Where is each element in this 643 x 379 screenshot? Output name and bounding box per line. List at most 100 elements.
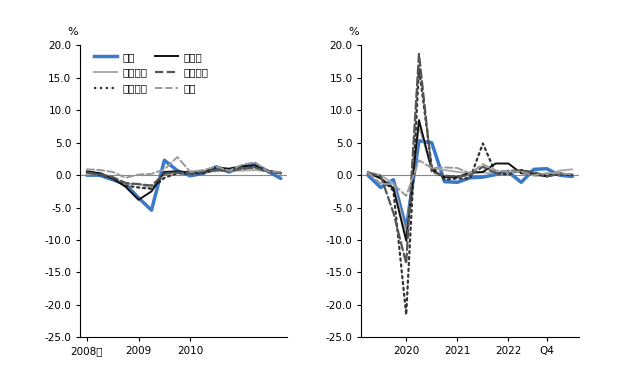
ドイツ	[161, 170, 168, 174]
韓国	[186, 170, 194, 174]
Line: ドイツ: ドイツ	[87, 166, 281, 200]
Line: 韓国: 韓国	[87, 157, 281, 178]
イギリス	[83, 170, 91, 174]
日本	[225, 170, 233, 174]
Text: %: %	[349, 27, 359, 37]
韓国	[199, 168, 207, 172]
イギリス	[251, 165, 258, 170]
イギリス	[264, 169, 272, 174]
フランス	[122, 181, 129, 185]
Text: %: %	[68, 27, 78, 37]
アメリカ	[122, 182, 129, 186]
Line: フランス: フランス	[87, 168, 281, 186]
フランス	[225, 169, 233, 174]
日本	[134, 196, 142, 200]
アメリカ	[212, 169, 220, 174]
フランス	[251, 165, 258, 170]
イギリス	[122, 183, 129, 188]
ドイツ	[186, 170, 194, 175]
フランス	[199, 170, 207, 174]
アメリカ	[96, 170, 104, 175]
イギリス	[161, 175, 168, 180]
韓国	[264, 169, 272, 174]
アメリカ	[134, 181, 142, 186]
イギリス	[186, 172, 194, 176]
イギリス	[199, 171, 207, 175]
ドイツ	[277, 171, 285, 175]
イギリス	[96, 173, 104, 177]
ドイツ	[238, 164, 246, 168]
アメリカ	[109, 176, 116, 181]
アメリカ	[186, 169, 194, 174]
韓国	[96, 168, 104, 172]
ドイツ	[199, 170, 207, 175]
アメリカ	[148, 186, 156, 190]
フランス	[109, 175, 116, 179]
イギリス	[148, 186, 156, 191]
イギリス	[174, 171, 181, 175]
韓国	[238, 163, 246, 167]
日本	[96, 173, 104, 177]
日本	[264, 169, 272, 174]
フランス	[96, 172, 104, 177]
日本	[109, 177, 116, 182]
韓国	[122, 175, 129, 180]
ドイツ	[225, 166, 233, 171]
ドイツ	[148, 189, 156, 194]
Line: アメリカ: アメリカ	[87, 170, 281, 188]
韓国	[277, 170, 285, 174]
韓国	[134, 172, 142, 177]
フランス	[174, 170, 181, 175]
フランス	[264, 170, 272, 174]
韓国	[148, 172, 156, 176]
ドイツ	[96, 171, 104, 175]
フランス	[186, 171, 194, 175]
日本	[251, 162, 258, 166]
日本	[83, 173, 91, 177]
イギリス	[134, 185, 142, 190]
イギリス	[212, 168, 220, 172]
アメリカ	[251, 168, 258, 172]
日本	[161, 158, 168, 163]
日本	[199, 171, 207, 175]
韓国	[212, 164, 220, 169]
ドイツ	[251, 163, 258, 168]
アメリカ	[264, 169, 272, 174]
韓国	[161, 167, 168, 172]
アメリカ	[174, 170, 181, 175]
アメリカ	[161, 171, 168, 175]
Line: イギリス: イギリス	[87, 168, 281, 189]
Legend: 日本, アメリカ, イギリス, ドイツ, フランス, 韓国: 日本, アメリカ, イギリス, ドイツ, フランス, 韓国	[90, 48, 213, 97]
ドイツ	[83, 169, 91, 174]
韓国	[109, 170, 116, 174]
韓国	[225, 168, 233, 173]
アメリカ	[238, 168, 246, 173]
アメリカ	[277, 171, 285, 175]
イギリス	[225, 167, 233, 172]
フランス	[148, 183, 156, 188]
韓国	[251, 160, 258, 164]
日本	[122, 182, 129, 186]
アメリカ	[225, 168, 233, 173]
日本	[238, 164, 246, 169]
Line: 日本: 日本	[87, 160, 281, 210]
日本	[186, 174, 194, 178]
ドイツ	[109, 176, 116, 181]
アメリカ	[199, 169, 207, 174]
ドイツ	[122, 185, 129, 189]
フランス	[238, 166, 246, 171]
韓国	[174, 155, 181, 159]
イギリス	[238, 166, 246, 171]
フランス	[212, 168, 220, 172]
ドイツ	[134, 197, 142, 202]
イギリス	[277, 170, 285, 175]
韓国	[83, 167, 91, 172]
フランス	[277, 171, 285, 175]
ドイツ	[264, 168, 272, 173]
フランス	[83, 170, 91, 175]
日本	[277, 176, 285, 181]
ドイツ	[212, 165, 220, 170]
日本	[148, 208, 156, 213]
アメリカ	[83, 172, 91, 177]
イギリス	[109, 176, 116, 181]
